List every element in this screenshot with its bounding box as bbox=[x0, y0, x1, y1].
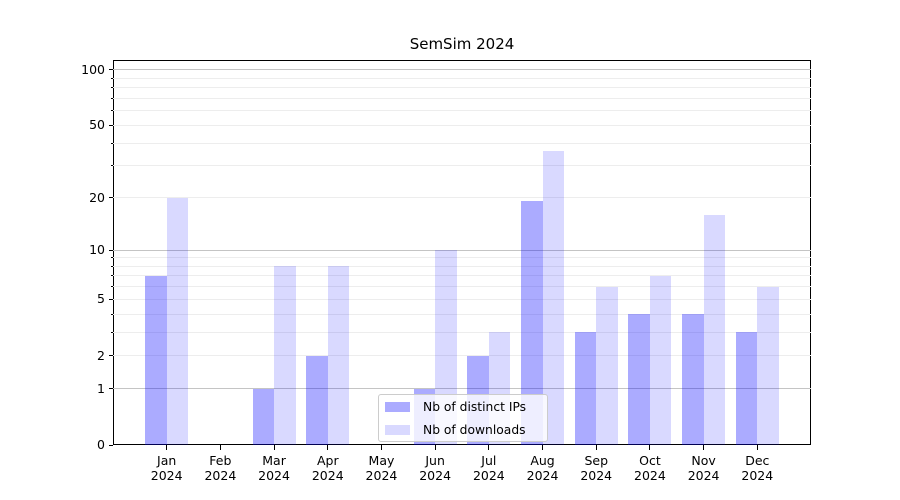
legend-swatch-downloads-icon bbox=[385, 424, 410, 435]
legend-swatch-distinct-ips-icon bbox=[385, 401, 410, 412]
x-axis-tick-mark bbox=[542, 445, 544, 450]
legend: Nb of distinct IPs Nb of downloads bbox=[378, 394, 548, 442]
x-axis-tick-label: Apr 2024 bbox=[311, 453, 344, 483]
x-axis-tick-mark bbox=[166, 445, 168, 450]
legend-label-distinct-ips: Nb of distinct IPs bbox=[423, 399, 527, 414]
x-axis-tick-mark bbox=[219, 445, 221, 450]
y-axis-tick-label: 100 bbox=[81, 61, 105, 77]
x-axis-tick-mark bbox=[649, 445, 651, 450]
x-axis-tick-mark bbox=[327, 445, 329, 450]
x-axis-tick-label: Jun 2024 bbox=[419, 453, 452, 483]
plot-area bbox=[113, 60, 811, 445]
legend-entry-downloads: Nb of downloads bbox=[385, 419, 543, 440]
x-axis-tick-mark bbox=[595, 445, 597, 450]
legend-entry-distinct-ips: Nb of distinct IPs bbox=[385, 396, 543, 417]
y-axis-tick-label: 2 bbox=[97, 347, 105, 363]
x-axis-tick-mark bbox=[434, 445, 436, 450]
x-axis-tick-label: Dec 2024 bbox=[741, 453, 774, 483]
x-axis-tick-label: Sep 2024 bbox=[580, 453, 613, 483]
x-axis-tick-label: Nov 2024 bbox=[687, 453, 720, 483]
x-axis-tick-label: Aug 2024 bbox=[526, 453, 559, 483]
x-axis-tick-mark bbox=[488, 445, 490, 450]
y-axis-tick-label: 1 bbox=[97, 380, 105, 396]
y-axis-tick-label: 50 bbox=[89, 117, 105, 133]
x-axis-tick-mark bbox=[380, 445, 382, 450]
x-axis-tick-label: Feb 2024 bbox=[204, 453, 237, 483]
x-axis-tick-label: Oct 2024 bbox=[634, 453, 666, 483]
legend-label-downloads: Nb of downloads bbox=[423, 422, 526, 437]
x-axis-tick-label: Jul 2024 bbox=[472, 453, 505, 483]
x-axis-tick-label: May 2024 bbox=[365, 453, 398, 483]
x-axis-tick-label: Jan 2024 bbox=[150, 453, 183, 483]
y-axis-tick-label: 10 bbox=[89, 242, 105, 258]
x-axis-tick-label: Mar 2024 bbox=[258, 453, 290, 483]
y-axis-tick-label: 5 bbox=[97, 291, 105, 307]
x-axis-tick-mark bbox=[273, 445, 275, 450]
y-axis-tick-label: 20 bbox=[89, 189, 105, 205]
x-axis-tick-mark bbox=[703, 445, 705, 450]
chart-title: SemSim 2024 bbox=[409, 35, 515, 53]
x-axis-tick-mark bbox=[756, 445, 758, 450]
y-axis-tick-label: 0 bbox=[97, 437, 105, 452]
